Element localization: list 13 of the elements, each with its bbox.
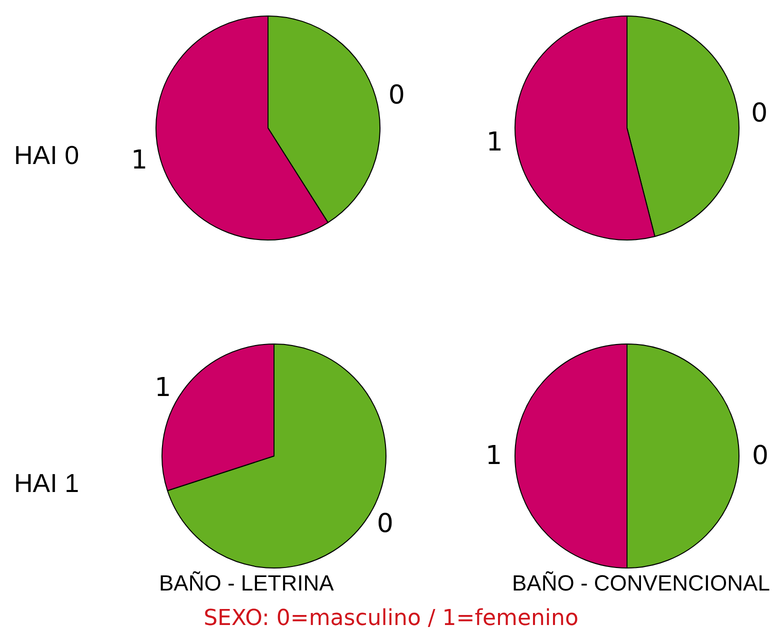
slice-label: 0: [388, 80, 405, 111]
slice-label: 1: [131, 145, 148, 176]
text: BAÑO - CONVENCIONAL: [512, 570, 770, 596]
slice-label: 1: [485, 441, 502, 471]
slice-label: 0: [751, 98, 768, 128]
slice-label: 0: [376, 509, 394, 540]
text: SEXO: 0=masculino / 1=femenino: [202, 606, 580, 631]
text: HAI 1: [14, 468, 80, 498]
text: HAI 0: [14, 140, 80, 170]
slice-label: 0: [752, 441, 769, 471]
slice-label: 1: [486, 128, 503, 158]
text: BAÑO - LETRINA: [159, 570, 334, 596]
slice-label: 1: [154, 372, 172, 403]
